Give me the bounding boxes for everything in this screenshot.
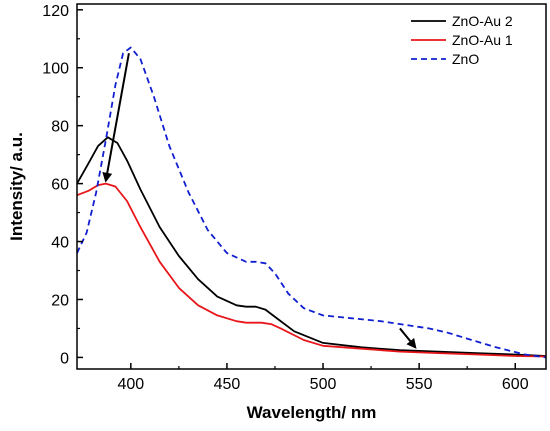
y-axis-title: Intensity/ a.u. (7, 132, 26, 241)
y-tick-label: 0 (60, 350, 69, 367)
y-tick-label: 80 (51, 119, 69, 136)
tick-layer: 400 450 500 550 600 0 20 40 60 80 100 120 (42, 3, 528, 393)
y-tick-label: 20 (51, 292, 69, 309)
y-tick-label: 60 (51, 177, 69, 194)
series-line (76, 136, 547, 357)
annotation-arrow (102, 53, 130, 183)
annotation-layer (102, 53, 417, 349)
series-line (76, 46, 547, 359)
x-axis-title: Wavelength/ nm (247, 403, 377, 422)
annotation-arrow (399, 327, 417, 349)
legend-label: ZnO (452, 51, 479, 67)
legend: ZnO-Au 2 ZnO-Au 1 ZnO (411, 13, 513, 67)
y-tick-label: 40 (51, 235, 69, 252)
x-tick-label: 500 (310, 376, 337, 393)
x-tick-label: 450 (214, 376, 241, 393)
y-tick-label: 100 (42, 61, 69, 78)
series-line (76, 182, 547, 358)
plot-frame (76, 3, 547, 370)
x-tick-label: 600 (502, 376, 529, 393)
x-tick-label: 400 (117, 376, 144, 393)
x-tick-label: 550 (406, 376, 433, 393)
y-tick-label: 120 (42, 3, 69, 20)
legend-label: ZnO-Au 2 (452, 13, 513, 29)
legend-label: ZnO-Au 1 (452, 32, 513, 48)
series-layer (76, 46, 547, 359)
